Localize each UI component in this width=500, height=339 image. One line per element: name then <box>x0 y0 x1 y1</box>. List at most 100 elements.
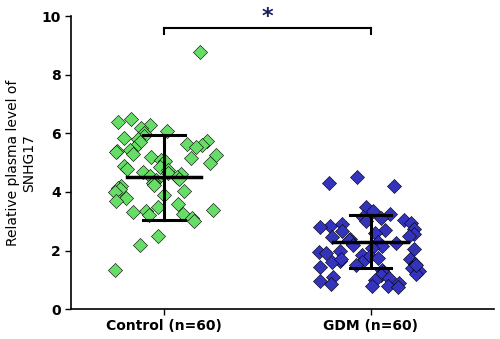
Point <box>410 232 418 237</box>
Point <box>192 144 200 149</box>
Text: *: * <box>262 7 273 27</box>
Point <box>412 271 420 277</box>
Point <box>328 281 336 287</box>
Point <box>198 142 206 148</box>
Point <box>112 150 120 155</box>
Point <box>374 255 382 261</box>
Point <box>354 175 362 180</box>
Point <box>188 216 196 221</box>
Point <box>326 223 334 228</box>
Point <box>325 180 333 186</box>
Point <box>366 254 374 259</box>
Point <box>123 166 131 171</box>
Point <box>203 138 211 143</box>
Point <box>358 259 366 265</box>
Point <box>150 182 158 187</box>
Point <box>140 131 148 136</box>
Point <box>146 122 154 127</box>
Point <box>113 148 121 154</box>
Point <box>379 270 387 275</box>
Point <box>410 226 418 231</box>
Point <box>374 239 382 244</box>
Point <box>392 240 400 246</box>
Point <box>148 180 156 186</box>
Point <box>316 279 324 284</box>
Point <box>134 137 142 142</box>
Point <box>114 119 122 124</box>
Point <box>177 172 185 177</box>
Point <box>338 221 345 227</box>
Point <box>328 235 336 240</box>
Point <box>120 135 128 141</box>
Point <box>316 224 324 230</box>
Point <box>144 213 152 218</box>
Point <box>346 236 354 241</box>
Point <box>377 216 385 221</box>
Point <box>136 140 143 145</box>
Point <box>412 262 420 268</box>
Point <box>150 179 158 184</box>
Point <box>206 160 214 165</box>
Point <box>315 249 323 255</box>
Point <box>142 208 150 214</box>
Point <box>114 185 122 190</box>
Point <box>368 208 376 214</box>
Point <box>180 188 188 193</box>
Point <box>163 128 171 133</box>
Point <box>368 245 376 250</box>
Point <box>128 210 136 215</box>
Point <box>116 183 124 189</box>
Point <box>322 251 330 256</box>
Point <box>209 207 217 212</box>
Point <box>411 261 419 266</box>
Point <box>328 259 336 265</box>
Point <box>182 141 190 146</box>
Point <box>394 284 402 290</box>
Point <box>346 238 354 243</box>
Point <box>136 242 144 247</box>
Point <box>126 147 134 152</box>
Point <box>156 164 164 170</box>
Point <box>129 151 137 157</box>
Point <box>362 204 370 209</box>
Point <box>187 156 195 161</box>
Point <box>415 268 423 274</box>
Point <box>400 217 408 222</box>
Point <box>386 211 394 217</box>
Point <box>111 267 119 272</box>
Point <box>112 198 120 203</box>
Point <box>410 246 418 252</box>
Point <box>385 276 393 281</box>
Point <box>408 265 416 271</box>
Point <box>158 157 166 162</box>
Point <box>380 227 388 233</box>
Point <box>127 116 135 122</box>
Point <box>130 145 138 151</box>
Point <box>152 178 160 183</box>
Point <box>336 258 344 263</box>
Point <box>212 153 220 158</box>
Point <box>179 211 187 217</box>
Point <box>406 233 413 239</box>
Point <box>122 195 130 201</box>
Point <box>384 283 392 289</box>
Point <box>330 274 338 280</box>
Point <box>406 220 414 225</box>
Point <box>338 229 345 234</box>
Point <box>358 252 366 258</box>
Point <box>146 173 154 179</box>
Point <box>175 176 183 181</box>
Point <box>378 243 386 249</box>
Point <box>160 192 168 198</box>
Y-axis label: Relative plasma level of
SNHG17: Relative plasma level of SNHG17 <box>6 80 36 246</box>
Point <box>161 159 169 164</box>
Point <box>390 183 398 189</box>
Point <box>349 242 357 247</box>
Point <box>377 273 385 278</box>
Point <box>172 175 180 180</box>
Point <box>154 204 162 209</box>
Point <box>368 283 376 288</box>
Point <box>359 214 367 220</box>
Point <box>378 267 386 272</box>
Point <box>164 167 172 173</box>
